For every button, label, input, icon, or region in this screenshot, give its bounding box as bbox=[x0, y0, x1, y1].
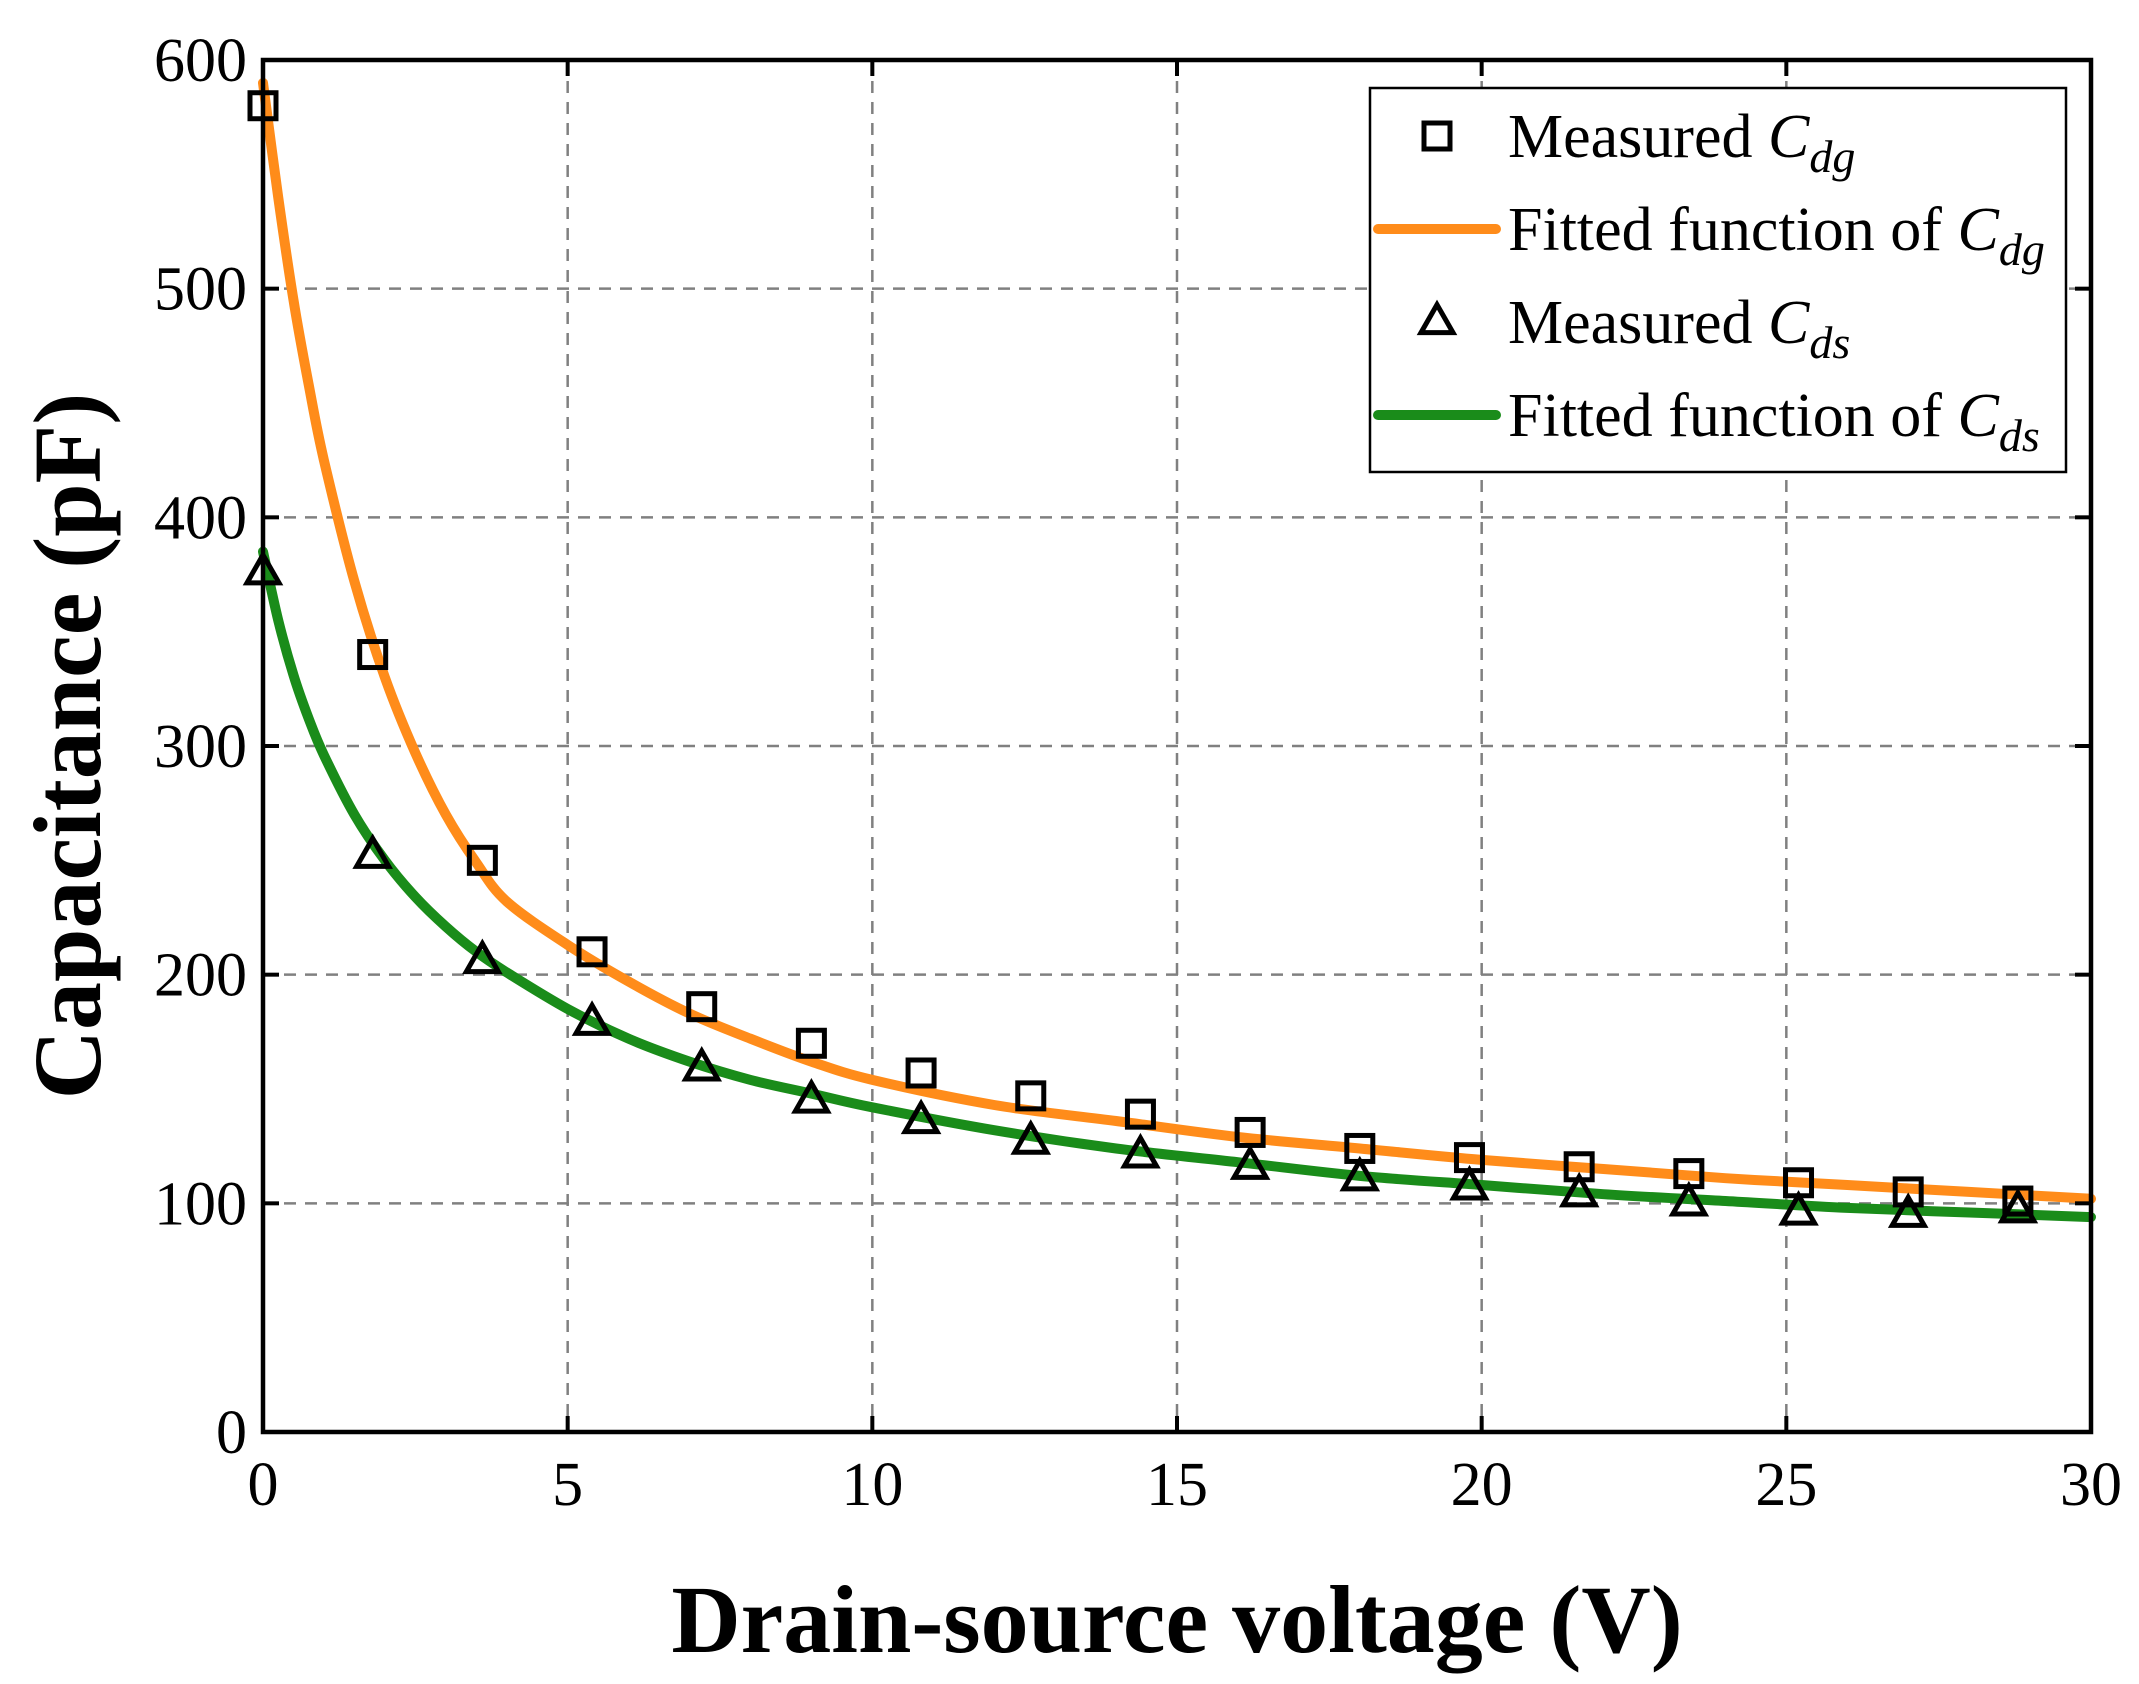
x-axis-title: Drain-source voltage (V) bbox=[671, 1566, 1682, 1673]
legend-entry-0: Measured Cdg bbox=[1421, 103, 1855, 182]
legend-label-main: Measured bbox=[1508, 103, 1768, 171]
legend-label-symbol: C bbox=[1768, 103, 1810, 171]
fit-line-dg bbox=[258, 77, 2096, 1204]
triangle-marker-ds bbox=[462, 938, 503, 975]
series-2 bbox=[242, 549, 2039, 1228]
x-tick-label: 0 bbox=[248, 1451, 279, 1519]
legend-label: Measured Cds bbox=[1508, 289, 1850, 368]
legend-box bbox=[1368, 86, 2068, 474]
legend-label: Measured Cdg bbox=[1508, 103, 1855, 182]
triangle-marker-ds bbox=[1229, 1144, 1271, 1180]
legend-square-swatch bbox=[1421, 120, 1453, 152]
square-marker-dg bbox=[905, 1057, 937, 1089]
legend-entry-3: Fitted function of Cds bbox=[1373, 382, 2040, 461]
legend-label-subscript: dg bbox=[1809, 131, 1855, 182]
triangle-marker-ds bbox=[1120, 1132, 1161, 1169]
legend-label-symbol: C bbox=[1768, 289, 1810, 357]
square-marker-dg bbox=[357, 639, 389, 671]
y-tick-label: 400 bbox=[154, 484, 247, 552]
triangle-marker-ds bbox=[352, 833, 393, 869]
x-tick-label: 5 bbox=[552, 1451, 583, 1519]
triangle-marker-ds bbox=[1668, 1180, 1710, 1217]
legend-label-subscript: dg bbox=[1999, 224, 2045, 275]
triangle-marker-ds bbox=[1778, 1190, 1819, 1226]
y-tick-label: 0 bbox=[216, 1399, 247, 1467]
fit-line-ds bbox=[258, 546, 2096, 1223]
legend-entry-2: Measured Cds bbox=[1416, 289, 1850, 368]
x-tick-label: 10 bbox=[841, 1451, 903, 1519]
square-marker-dg bbox=[686, 991, 718, 1023]
legend-triangle-swatch bbox=[1416, 299, 1458, 336]
triangle-marker-ds bbox=[900, 1098, 942, 1135]
triangle-marker-ds bbox=[1010, 1119, 1052, 1155]
triangle-marker-ds bbox=[681, 1046, 723, 1082]
legend-label-subscript: ds bbox=[1809, 317, 1850, 368]
square-marker-dg bbox=[1124, 1098, 1156, 1130]
y-tick-label: 100 bbox=[154, 1170, 247, 1238]
legend-label-main: Measured bbox=[1508, 289, 1768, 357]
legend-entry-1: Fitted function of Cdg bbox=[1373, 196, 2045, 275]
x-tick-label: 30 bbox=[2060, 1451, 2122, 1519]
square-marker-dg bbox=[576, 936, 608, 968]
legend-label-symbol: C bbox=[1957, 196, 1999, 264]
series-3 bbox=[258, 546, 2096, 1223]
legend-label-main: Fitted function of bbox=[1508, 382, 1957, 450]
square-marker-dg bbox=[1015, 1080, 1047, 1112]
x-tick-label: 20 bbox=[1451, 1451, 1513, 1519]
triangle-marker-ds bbox=[791, 1078, 832, 1114]
triangle-marker-ds bbox=[571, 1000, 613, 1036]
legend-label-subscript: ds bbox=[1999, 410, 2040, 461]
y-axis-title: Capacitance (pF) bbox=[14, 393, 121, 1100]
triangle-marker-ds bbox=[1339, 1155, 1381, 1192]
y-tick-label: 300 bbox=[154, 713, 247, 781]
y-tick-label: 200 bbox=[154, 942, 247, 1010]
square-marker-dg bbox=[1892, 1176, 1924, 1208]
x-tick-label: 15 bbox=[1146, 1451, 1208, 1519]
x-tick-label: 25 bbox=[1755, 1451, 1817, 1519]
square-marker-dg bbox=[466, 844, 498, 876]
triangle-marker-ds bbox=[1558, 1171, 1600, 1208]
triangle-marker-ds bbox=[1887, 1192, 1929, 1228]
legend-label: Fitted function of Cdg bbox=[1508, 196, 2045, 275]
triangle-marker-ds bbox=[1997, 1187, 2039, 1224]
y-tick-label: 500 bbox=[154, 256, 247, 324]
legend-label-symbol: C bbox=[1957, 382, 1999, 450]
axis-ticks bbox=[261, 58, 2093, 1434]
legend-label: Fitted function of Cds bbox=[1508, 382, 2040, 461]
series-1 bbox=[258, 77, 2096, 1204]
triangle-marker-ds bbox=[1449, 1164, 1490, 1201]
square-marker-dg bbox=[795, 1027, 827, 1059]
y-tick-label: 600 bbox=[154, 27, 247, 95]
legend-label-main: Fitted function of bbox=[1508, 196, 1957, 264]
